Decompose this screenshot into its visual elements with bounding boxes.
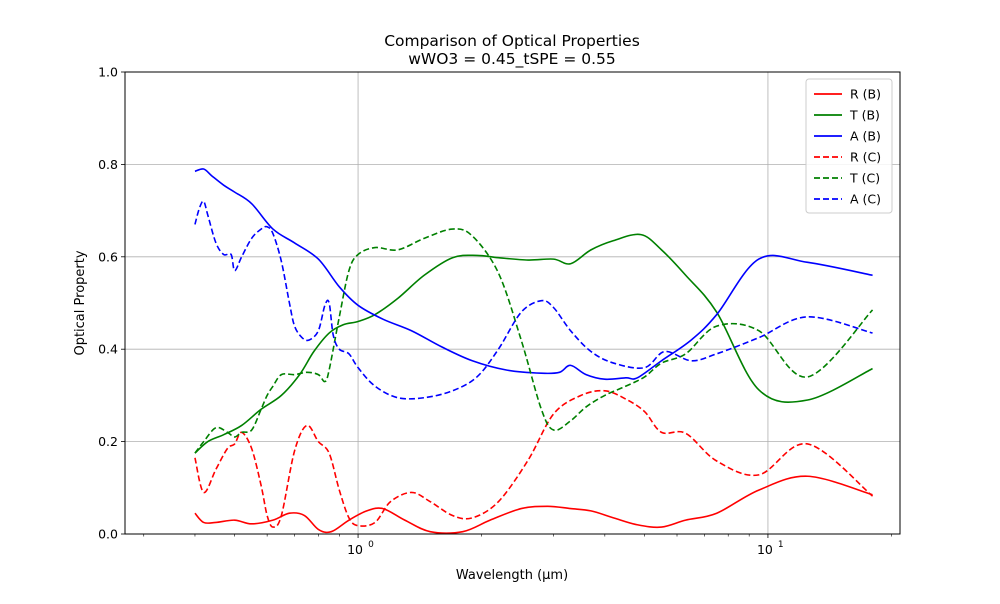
series-lines	[194, 168, 874, 534]
series-line-r-c	[194, 389, 874, 528]
x-axis: 10 0 10 1	[143, 534, 892, 557]
series-line-t-c	[194, 228, 874, 454]
x-tick-exponent: 0	[368, 540, 374, 550]
y-tick-label: 0.2	[98, 434, 118, 449]
legend: R (B) T (B) A (B) R (C) T (C) A (C)	[805, 78, 893, 214]
y-tick-label: 0.4	[98, 342, 118, 357]
x-tick-label: 10	[347, 542, 363, 557]
legend-box	[805, 78, 893, 214]
legend-label: R (C)	[850, 150, 881, 165]
legend-label: T (C)	[849, 171, 880, 186]
legend-label: A (B)	[850, 129, 881, 144]
x-axis-label: Wavelength (μm)	[456, 568, 568, 583]
series-line-t-b	[194, 233, 873, 454]
y-axis: 0.0 0.2 0.4 0.6 0.8 1.0	[98, 65, 125, 542]
y-tick-label: 0.6	[98, 249, 118, 264]
y-tick-label: 0.0	[98, 527, 118, 542]
chart-title: Comparison of Optical Properties	[384, 32, 640, 50]
series-line-a-b	[194, 168, 873, 381]
legend-label: R (B)	[850, 87, 881, 102]
series-line-r-b	[194, 475, 873, 534]
y-tick-label: 1.0	[98, 65, 118, 80]
x-tick-label: 10	[757, 542, 773, 557]
chart-subtitle: wWO3 = 0.45_tSPE = 0.55	[408, 50, 616, 69]
series-line-a-c	[194, 200, 873, 400]
y-tick-label: 0.8	[98, 157, 118, 172]
x-tick-exponent: 1	[778, 540, 784, 550]
legend-label: A (C)	[850, 192, 881, 207]
y-axis-label: Optical Property	[73, 250, 88, 355]
legend-label: T (B)	[849, 108, 880, 123]
plot-frame	[124, 71, 901, 535]
